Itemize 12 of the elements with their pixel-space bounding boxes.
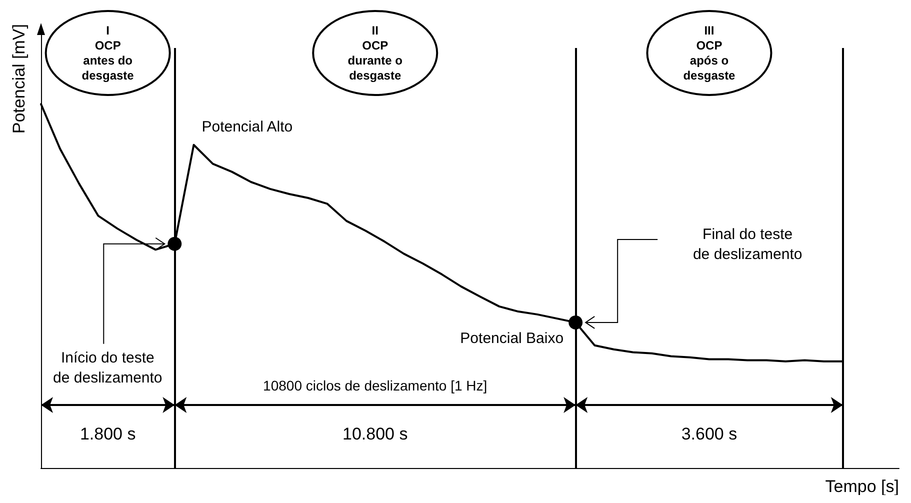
annotation: Potencial Alto [202, 118, 293, 136]
annotation: 1.800 s [80, 424, 136, 444]
annotation: 10.800 s [342, 424, 408, 444]
text: I OCP antes do desgaste [82, 24, 134, 82]
annotation: 10800 ciclos de deslizamento [1 Hz] [263, 378, 488, 394]
y-axis-title: Potencial [mV] [10, 24, 28, 134]
text: III OCP após o desgaste [683, 24, 736, 82]
annotation: Potencial Baixo [460, 330, 564, 347]
annotation: Início do teste de deslizamento [53, 349, 162, 386]
text: II OCP durante o desgaste [348, 24, 402, 82]
annotation: Final do teste de deslizamento [692, 226, 802, 263]
annotation: 3.600 s [681, 424, 738, 444]
